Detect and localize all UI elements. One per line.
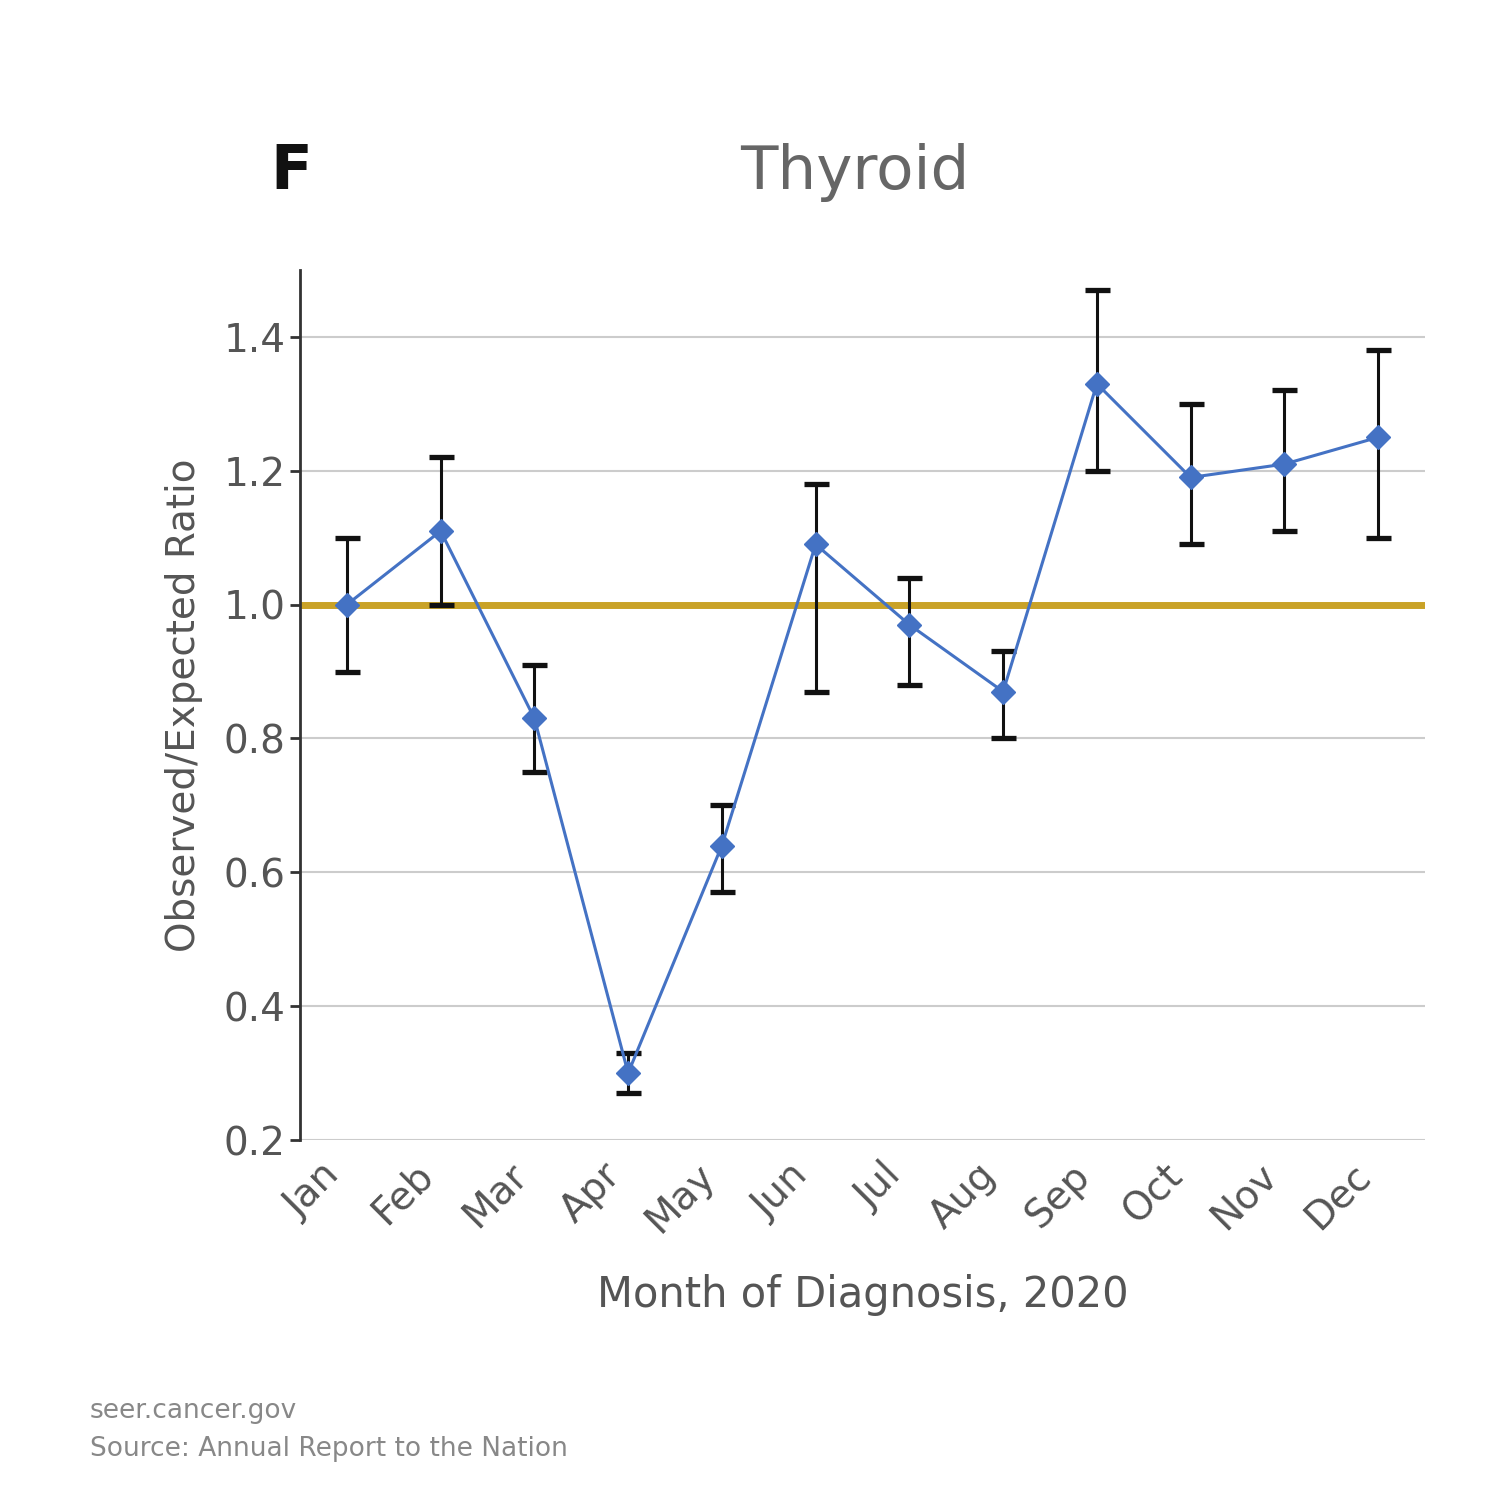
Text: F: F	[270, 142, 312, 202]
Text: Thyroid: Thyroid	[741, 142, 969, 202]
X-axis label: Month of Diagnosis, 2020: Month of Diagnosis, 2020	[597, 1275, 1128, 1317]
Text: seer.cancer.gov
Source: Annual Report to the Nation: seer.cancer.gov Source: Annual Report to…	[90, 1398, 568, 1462]
Y-axis label: Observed/Expected Ratio: Observed/Expected Ratio	[165, 459, 202, 952]
